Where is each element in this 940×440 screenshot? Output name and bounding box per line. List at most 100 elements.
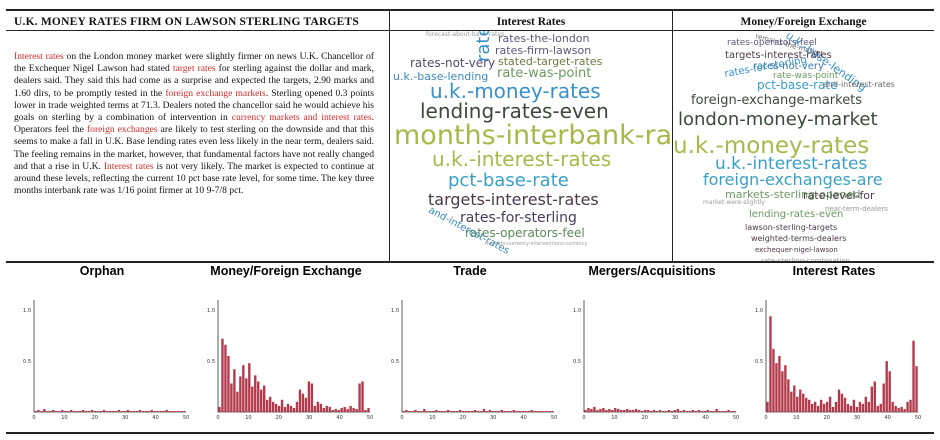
bar [542, 410, 545, 412]
bar [438, 410, 441, 412]
cloud-word: lending-rates-even [420, 99, 609, 123]
bar [715, 408, 718, 412]
bar [257, 381, 260, 412]
y-tick-label: 0.5 [207, 359, 215, 365]
bar [769, 316, 772, 412]
bar [882, 383, 885, 412]
bar [346, 408, 349, 412]
bar [334, 408, 337, 412]
bar [652, 409, 656, 412]
bar [694, 410, 697, 412]
bar [55, 410, 58, 412]
bar [819, 399, 823, 412]
bar [280, 399, 284, 412]
article-text: are likely to test sterling on the downs… [14, 124, 374, 172]
x-tick-label: 40 [702, 415, 708, 421]
x-tick-label: 40 [884, 415, 890, 421]
bar [709, 410, 712, 412]
x-tick-label: 40 [152, 415, 158, 421]
cloud-title-money: Money/Foreign Exchange [740, 16, 867, 28]
bar [461, 410, 465, 412]
bar-chart-money-foreign-exchange: 0.5 1.0 0 10 20 30 40 50 [207, 300, 373, 421]
bar [411, 410, 414, 412]
x-tick-label: 10 [61, 415, 67, 421]
bar [667, 409, 671, 412]
bar [599, 408, 602, 412]
cloud-word: and-interest-rates [823, 80, 895, 89]
bar [661, 410, 665, 412]
bar [289, 405, 293, 412]
bar [796, 396, 799, 412]
bar [608, 408, 611, 412]
bar [367, 407, 370, 412]
bar [64, 410, 67, 412]
x-tick-label: 10 [611, 415, 617, 421]
cloud-word: lawson-sterling-targets [745, 223, 837, 232]
chart-axes [765, 300, 918, 413]
x-tick-label: 50 [183, 415, 189, 421]
bar [183, 410, 186, 412]
bar [864, 396, 868, 412]
bar [174, 410, 177, 412]
bar [790, 391, 793, 412]
bar [849, 405, 853, 412]
bar [251, 386, 254, 412]
bar [283, 406, 287, 412]
bar [775, 363, 778, 412]
bar [408, 410, 411, 412]
bar [802, 393, 805, 412]
bar [364, 409, 367, 412]
bar [242, 365, 245, 412]
cloud-word: foreign-exchanges-are [703, 170, 883, 189]
bar [784, 365, 787, 412]
bar [441, 410, 444, 412]
y-tick-label: 0.5 [391, 359, 399, 365]
highlighted-phrase: foreign exchange markets [165, 87, 266, 99]
bar [429, 410, 432, 412]
bar [138, 409, 141, 412]
bar [611, 409, 614, 412]
bar [479, 410, 483, 412]
x-tick-label: 30 [854, 415, 860, 421]
bar [679, 410, 683, 412]
chart-orphan: Orphan 0.5 1.0 0 10 20 30 40 50 [14, 262, 190, 432]
bar [888, 371, 891, 412]
bar [623, 409, 626, 412]
x-tick-label: 10 [429, 415, 435, 421]
bar [637, 409, 641, 412]
cloud-word: pct-base-rate [448, 170, 569, 191]
bar [277, 405, 281, 412]
bar [236, 391, 239, 412]
bar [593, 406, 596, 412]
bar [855, 406, 859, 412]
bar [417, 410, 420, 412]
bar [617, 408, 620, 412]
bar [491, 410, 495, 412]
bar [37, 409, 40, 412]
cloud-word: near-term-dealers [825, 205, 888, 213]
bar [331, 409, 334, 412]
bar [521, 410, 524, 412]
bar [310, 383, 314, 412]
bar [147, 410, 150, 412]
bar [676, 408, 680, 412]
bar [343, 406, 346, 412]
highlighted-phrase: currency markets and interest rates [231, 112, 372, 124]
bar [87, 410, 91, 412]
bar [426, 410, 429, 412]
bar [655, 410, 659, 412]
charts-row: Orphan 0.5 1.0 0 10 20 30 40 50 Money/Foreign E… [6, 262, 934, 432]
bar [682, 409, 686, 412]
bar [787, 379, 790, 412]
cloud-word: rates-operators-feel [465, 226, 585, 240]
bar [316, 401, 320, 412]
cloud-word: london-money-market [678, 109, 878, 130]
bar [799, 389, 802, 412]
bar [811, 403, 814, 412]
cloud-word: u.k.-interest-rates [715, 154, 867, 174]
bar [271, 401, 275, 412]
bar [298, 389, 302, 412]
bar [129, 410, 133, 412]
bar [503, 410, 507, 412]
cloud-word: rates-not-very [753, 61, 824, 72]
